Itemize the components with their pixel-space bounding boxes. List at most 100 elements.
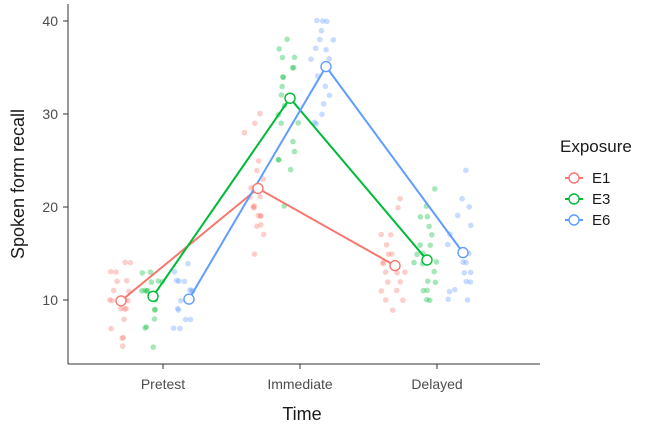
- point-e1: [378, 288, 385, 294]
- point-e6: [323, 47, 329, 53]
- point-e6: [466, 204, 473, 210]
- point-e3: [275, 157, 282, 163]
- y-axis-title: Spoken form recall: [8, 109, 28, 259]
- point-e1: [383, 242, 390, 248]
- point-e3: [291, 148, 298, 155]
- point-e1: [114, 278, 120, 285]
- point-e3: [278, 92, 285, 98]
- point-e6: [463, 259, 469, 266]
- point-e6: [320, 101, 327, 107]
- point-e1: [251, 205, 257, 211]
- point-e3: [143, 324, 150, 330]
- point-e3: [155, 278, 161, 284]
- point-e6: [187, 316, 194, 323]
- point-e1: [127, 259, 134, 266]
- point-e3: [279, 83, 285, 90]
- point-e6: [452, 286, 458, 293]
- mean-markers-layer: [115, 60, 469, 307]
- point-e3: [147, 269, 154, 275]
- y-tick-label: 30: [42, 106, 58, 122]
- point-e1: [248, 185, 254, 191]
- point-e3: [151, 307, 158, 313]
- point-e1: [385, 251, 392, 257]
- y-tick-label: 40: [42, 13, 58, 29]
- point-e6: [326, 92, 333, 99]
- point-e6: [459, 195, 465, 202]
- mean-marker-e1: [389, 259, 401, 272]
- point-e6: [187, 287, 193, 293]
- point-e1: [380, 259, 386, 266]
- point-e3: [432, 186, 438, 192]
- point-e6: [319, 18, 326, 24]
- point-e3: [289, 65, 296, 71]
- legend-label: E6: [592, 212, 610, 229]
- point-e3: [143, 288, 150, 294]
- legend: Exposure E1 E3 E6: [560, 137, 632, 229]
- legend-key-marker: [568, 193, 580, 205]
- legend-title: Exposure: [560, 137, 632, 156]
- point-e1: [113, 269, 119, 275]
- point-e6: [324, 18, 330, 25]
- point-e1: [389, 251, 395, 257]
- point-e3: [144, 287, 151, 294]
- point-e1: [395, 204, 401, 211]
- point-e6: [445, 241, 451, 248]
- point-e6: [177, 325, 183, 332]
- point-e1: [397, 279, 404, 285]
- point-e3: [417, 214, 424, 220]
- point-e1: [123, 305, 129, 312]
- y-tick-label: 10: [42, 292, 58, 308]
- point-e3: [424, 296, 430, 303]
- point-e3: [148, 279, 155, 285]
- point-e6: [454, 212, 461, 219]
- point-e6: [313, 121, 319, 127]
- mean-marker-e3: [421, 254, 433, 266]
- point-e3: [432, 279, 439, 286]
- point-e3: [151, 316, 158, 322]
- point-e3: [424, 287, 431, 294]
- point-e6: [463, 278, 470, 285]
- point-e6: [314, 17, 320, 24]
- point-e6: [464, 297, 471, 303]
- point-e3: [276, 156, 282, 163]
- point-e6: [173, 277, 180, 284]
- point-e6: [468, 222, 474, 229]
- point-e1: [255, 158, 262, 164]
- point-e6: [175, 307, 182, 313]
- point-e1: [109, 297, 115, 304]
- x-tick-label: Pretest: [141, 376, 185, 392]
- point-e3: [142, 325, 148, 331]
- point-e3: [411, 259, 417, 266]
- point-e6: [318, 27, 325, 34]
- point-e1: [254, 223, 260, 230]
- point-e6: [326, 56, 332, 62]
- point-e3: [284, 36, 290, 43]
- point-e1: [385, 279, 391, 285]
- point-e1: [260, 231, 267, 238]
- point-e1: [108, 325, 114, 332]
- point-e1: [108, 268, 114, 275]
- point-e6: [330, 37, 337, 43]
- point-e1: [120, 334, 127, 341]
- point-e3: [276, 46, 282, 52]
- mean-marker-e1: [115, 295, 127, 307]
- point-e1: [380, 260, 386, 267]
- legend-label: E1: [592, 170, 610, 187]
- point-e3: [279, 54, 286, 61]
- point-e3: [431, 268, 438, 275]
- point-e1: [394, 270, 401, 276]
- mean-marker-e6: [320, 60, 332, 73]
- legend-item-e3: E3: [565, 191, 610, 208]
- point-e3: [433, 259, 440, 265]
- point-e6: [176, 278, 182, 284]
- point-e1: [393, 287, 400, 294]
- point-e3: [291, 54, 298, 61]
- legend-label: E3: [592, 191, 610, 208]
- point-e6: [171, 269, 178, 275]
- point-e1: [382, 269, 389, 276]
- point-e1: [258, 222, 264, 228]
- point-e3: [424, 213, 431, 220]
- x-ticks: Pretest Immediate Delayed: [141, 364, 463, 392]
- mean-marker-e3: [147, 290, 159, 302]
